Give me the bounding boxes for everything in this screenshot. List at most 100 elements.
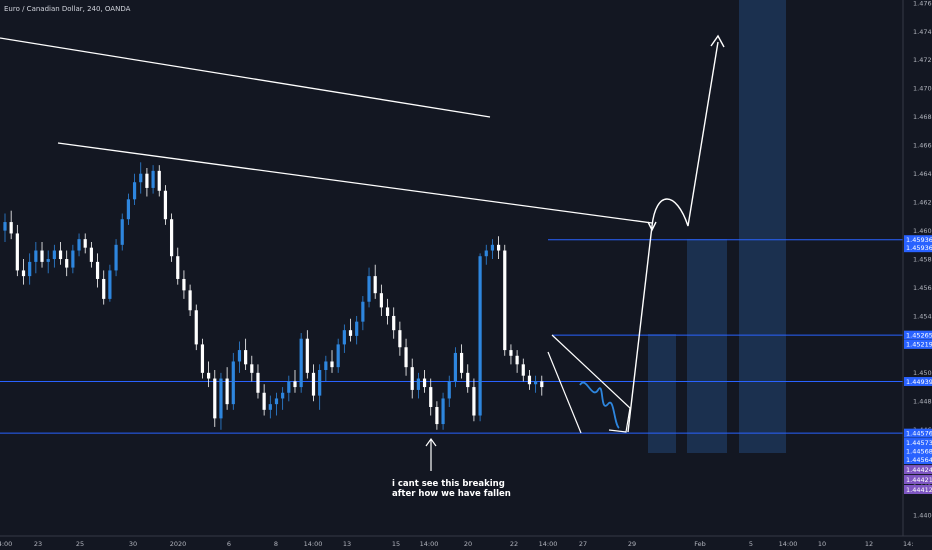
candle: [200, 338, 205, 379]
price-tag: 1.45219: [904, 339, 932, 349]
candle-body: [472, 387, 476, 416]
price-tick-label: 1.45000: [913, 369, 932, 377]
candle-body: [213, 378, 217, 419]
projection-path[interactable]: [627, 41, 719, 433]
falling-wedge-upper[interactable]: [551, 334, 631, 433]
candle-body: [429, 387, 433, 407]
projection-box-3: [739, 0, 786, 453]
candle-body: [355, 321, 359, 336]
candle-body: [379, 293, 383, 308]
candle: [188, 284, 192, 316]
candle: [65, 250, 69, 277]
projection-box-1: [648, 334, 676, 453]
candle-body: [534, 381, 538, 385]
price-tick-label: 1.44000: [913, 511, 932, 519]
price-tag-label: 1.44564: [906, 456, 932, 464]
price-tag-label: 1.44573: [906, 439, 932, 447]
candle-body: [293, 381, 297, 388]
candle: [330, 350, 334, 373]
arrow-head-up-icon: [710, 34, 725, 48]
candle-body: [311, 372, 316, 396]
candle-body: [262, 392, 266, 410]
candle: [256, 364, 260, 399]
candle: [287, 375, 291, 402]
candle: [281, 387, 285, 410]
candle-body: [447, 381, 451, 399]
price-tick-label: 1.47000: [913, 85, 932, 93]
candle: [441, 392, 445, 430]
candle-body: [9, 222, 13, 234]
squiggle-path[interactable]: [579, 381, 620, 429]
candle-body: [52, 250, 56, 260]
candle: [299, 333, 303, 393]
candle: [244, 338, 248, 371]
candle-body: [65, 259, 69, 268]
price-tag: 1.45265: [904, 330, 932, 340]
candle: [9, 210, 13, 240]
candle: [367, 267, 371, 308]
candle: [268, 395, 272, 419]
candle: [28, 253, 32, 285]
upper-trendline[interactable]: [0, 37, 491, 118]
candle-body: [540, 381, 544, 388]
candle-body: [250, 364, 254, 373]
candle: [151, 165, 155, 194]
candle: [169, 213, 174, 262]
candle: [392, 307, 396, 339]
candle: [373, 264, 377, 299]
annotation-line-2: after how we have fallen: [392, 489, 511, 499]
candle-body: [21, 270, 26, 277]
price-tag: 1.44576: [904, 428, 932, 438]
candle: [472, 378, 476, 422]
projection-boxes: [648, 0, 786, 453]
time-axis[interactable]: 4:00 23 25 30 2020 6 8 14:00 13 15 14:00 20 22 14:00 2…: [0, 540, 913, 548]
candle: [237, 341, 242, 373]
candle: [416, 372, 420, 399]
candle: [102, 270, 106, 305]
candle-body: [441, 398, 445, 425]
candle-body: [385, 307, 390, 316]
candle-body: [367, 276, 371, 302]
candle-body: [231, 361, 235, 405]
candle-body: [225, 378, 229, 405]
price-tag: 1.44424: [904, 465, 932, 475]
candle-body: [102, 278, 106, 299]
candle-body: [373, 276, 377, 294]
price-tag: 1.45936: [904, 243, 932, 253]
drawing-overlays: [0, 34, 725, 471]
price-tag-box: [904, 475, 932, 485]
candle-body: [521, 364, 525, 376]
candle-body: [176, 256, 180, 279]
price-tick-label: 1.45800: [913, 255, 932, 263]
annotation-arrow-up-icon: [425, 437, 437, 447]
candle: [305, 330, 309, 379]
candle: [348, 318, 353, 342]
price-tag-label: 1.45219: [906, 341, 932, 349]
price-tag: 1.44564: [904, 455, 932, 465]
candle: [398, 321, 402, 356]
candle: [231, 352, 235, 410]
candle: [453, 347, 458, 388]
candle-body: [503, 250, 507, 351]
price-tick-label: 1.47400: [913, 28, 932, 36]
price-tag: 1.45936: [904, 235, 932, 245]
time-tick-label: 5: [749, 540, 753, 548]
time-tick-label: 25: [76, 540, 84, 548]
falling-wedge-lower[interactable]: [547, 351, 582, 434]
price-tick-label: 1.46400: [913, 170, 932, 178]
candle-body: [497, 244, 501, 251]
price-tag-box: [904, 438, 932, 448]
annotation-box: [388, 477, 504, 499]
lower-trendline[interactable]: [57, 142, 653, 224]
annotation-callout[interactable]: i cant see this breaking after how we ha…: [388, 477, 511, 499]
candle-body: [139, 173, 143, 183]
candle: [503, 244, 507, 356]
candle: [213, 370, 217, 427]
time-tick-label: 14:00: [420, 540, 439, 548]
candle-body: [361, 301, 365, 322]
candle: [83, 233, 87, 254]
candle: [126, 193, 130, 225]
